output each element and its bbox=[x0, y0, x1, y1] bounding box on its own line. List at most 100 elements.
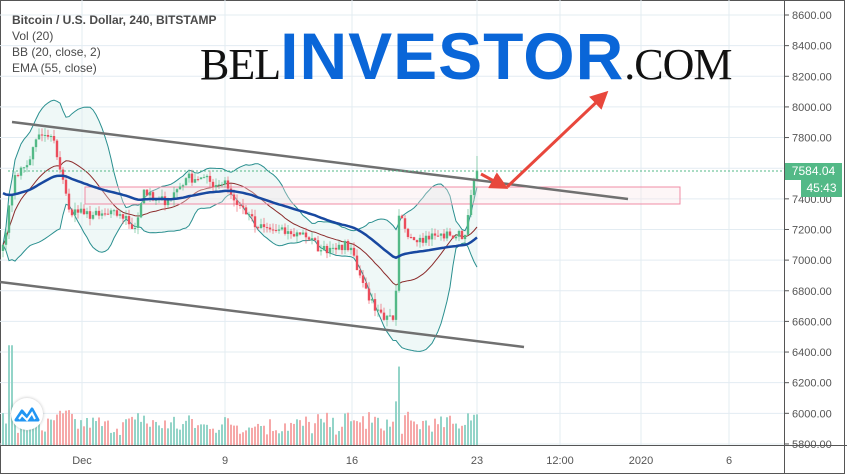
candle-body bbox=[55, 140, 59, 158]
volume-bar bbox=[404, 415, 406, 445]
volume-bar bbox=[197, 425, 199, 445]
volume-bars bbox=[2, 345, 478, 445]
volume-bar bbox=[392, 421, 394, 445]
candle-body bbox=[88, 211, 92, 219]
candle bbox=[139, 202, 143, 219]
volume-bar bbox=[227, 418, 229, 445]
volume-bar bbox=[47, 418, 49, 445]
candle bbox=[340, 244, 344, 255]
watermark-investor: INVESTOR bbox=[280, 19, 625, 93]
candle bbox=[448, 228, 452, 237]
volume-bar bbox=[254, 426, 256, 445]
candle-body bbox=[406, 228, 410, 238]
candle bbox=[79, 202, 83, 215]
bar-countdown-label: 45:43 bbox=[801, 180, 842, 197]
candle bbox=[415, 239, 419, 247]
candle-body bbox=[214, 185, 218, 188]
candle bbox=[316, 235, 320, 252]
candle-body bbox=[292, 234, 296, 237]
candle-body bbox=[91, 214, 95, 219]
volume-bar bbox=[128, 418, 130, 445]
candle-body bbox=[34, 139, 38, 148]
candle-body bbox=[181, 185, 185, 187]
legend-ema[interactable]: EMA (55, close) bbox=[12, 61, 97, 75]
ema-line bbox=[2, 174, 478, 260]
candle bbox=[100, 209, 104, 220]
candle-body bbox=[442, 233, 446, 239]
legend-bollinger[interactable]: BB (20, close, 2) bbox=[12, 45, 101, 59]
candle bbox=[127, 209, 131, 229]
candle bbox=[19, 166, 23, 180]
candle-body bbox=[16, 175, 20, 177]
volume-bar bbox=[374, 416, 376, 445]
candle bbox=[451, 235, 455, 239]
volume-bar bbox=[134, 419, 136, 445]
volume-bar bbox=[269, 419, 271, 445]
candle-body bbox=[418, 237, 422, 243]
volume-bar bbox=[158, 425, 160, 445]
candle-body bbox=[451, 235, 455, 239]
candle-body bbox=[295, 232, 299, 237]
chart-legend: Bitcoin / U.S. Dollar, 240, BITSTAMP Vol… bbox=[12, 12, 216, 76]
candle-body bbox=[22, 167, 26, 169]
volume-bar bbox=[443, 427, 445, 445]
candle bbox=[112, 208, 116, 216]
volume-bar bbox=[314, 423, 316, 445]
candle bbox=[406, 227, 410, 240]
symbol-title[interactable]: Bitcoin / U.S. Dollar, 240, BITSTAMP bbox=[12, 13, 217, 27]
candle bbox=[220, 181, 224, 188]
candle bbox=[310, 231, 314, 245]
candle bbox=[37, 128, 41, 140]
candle bbox=[265, 222, 269, 233]
candle-body bbox=[106, 213, 110, 215]
volume-bar bbox=[470, 420, 472, 445]
candle-body bbox=[76, 209, 80, 213]
candle-body bbox=[457, 230, 461, 237]
candle-body bbox=[268, 227, 272, 230]
volume-bar bbox=[440, 416, 442, 445]
volume-bar bbox=[191, 418, 193, 445]
tradingview-logo-icon[interactable] bbox=[11, 398, 43, 430]
candle-body bbox=[463, 234, 467, 240]
candle-body bbox=[196, 179, 200, 181]
volume-bar bbox=[146, 423, 148, 445]
volume-bar bbox=[449, 415, 451, 445]
candle bbox=[205, 174, 209, 184]
volume-bar bbox=[389, 426, 391, 445]
candle bbox=[433, 228, 437, 240]
candle-body bbox=[235, 200, 239, 205]
candle-body bbox=[454, 236, 458, 239]
candle-body bbox=[271, 229, 275, 231]
candle bbox=[430, 228, 434, 247]
candle-body bbox=[325, 245, 329, 254]
candle-body bbox=[223, 180, 227, 185]
candle bbox=[469, 189, 473, 218]
candle-body bbox=[49, 136, 53, 138]
candle-body bbox=[40, 134, 44, 136]
candle bbox=[40, 128, 44, 142]
legend-volume[interactable]: Vol (20) bbox=[12, 29, 54, 43]
candle bbox=[181, 183, 185, 191]
candle bbox=[121, 213, 125, 225]
candle bbox=[193, 172, 197, 184]
bollinger-band-fill bbox=[3, 100, 477, 352]
candle-body bbox=[343, 241, 347, 251]
candle-body bbox=[355, 255, 359, 271]
candle bbox=[409, 233, 413, 239]
volume-bar bbox=[50, 419, 52, 445]
candle-body bbox=[466, 215, 470, 235]
time-axis[interactable]: Dec 9 16 23 12:00 2020 6 bbox=[72, 455, 732, 467]
candle-body bbox=[433, 233, 437, 236]
candle-body bbox=[274, 229, 278, 231]
candle-body bbox=[259, 224, 263, 229]
volume-bar bbox=[416, 424, 418, 445]
candle-body bbox=[100, 213, 104, 216]
price-axis[interactable]: 8600.008400.008200.008000.007800.007600.… bbox=[784, 10, 832, 451]
volume-bar bbox=[77, 428, 79, 445]
candle-body bbox=[448, 231, 452, 236]
volume-bar bbox=[212, 428, 214, 445]
volume-bar bbox=[323, 422, 325, 445]
candle-body bbox=[130, 224, 134, 229]
volume-bar bbox=[161, 428, 163, 445]
